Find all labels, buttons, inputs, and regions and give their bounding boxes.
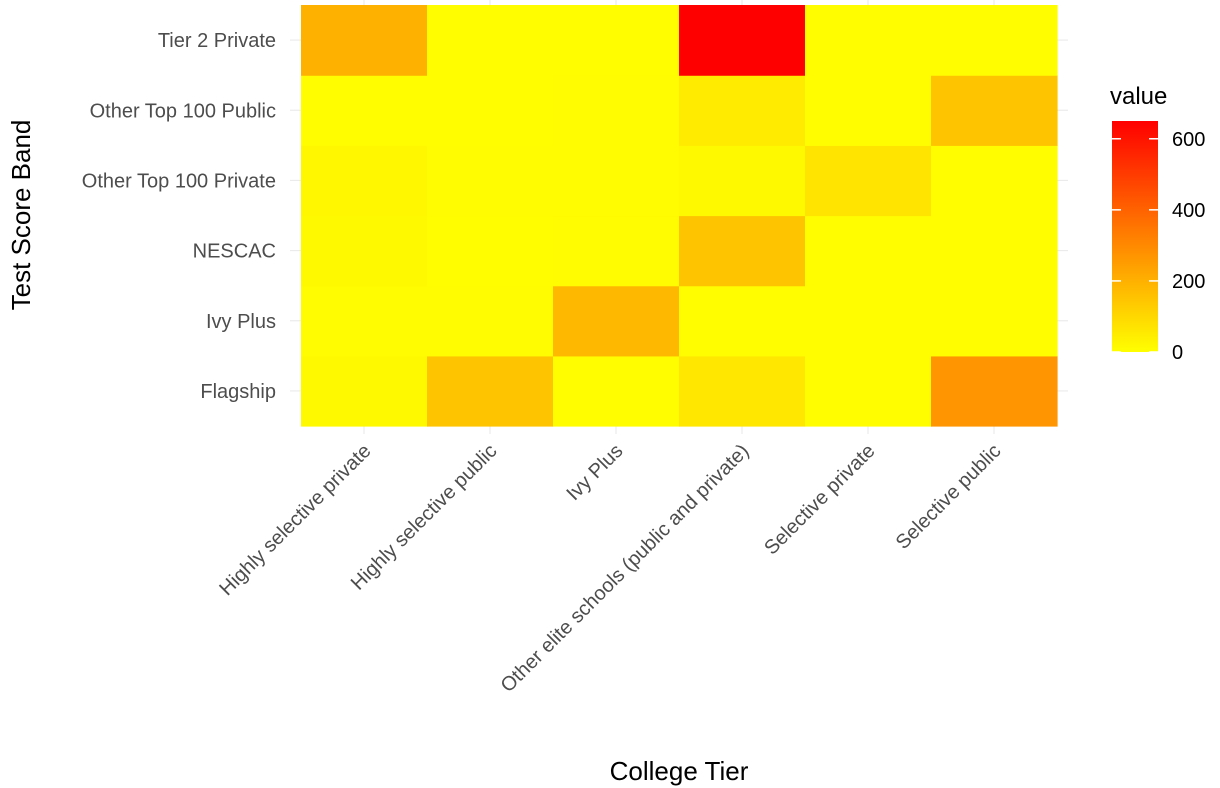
heatmap-cell	[553, 145, 680, 217]
heatmap-cell	[301, 5, 428, 76]
heatmap-cell	[805, 285, 932, 357]
heatmap-cell	[553, 285, 680, 357]
heatmap-cell	[301, 75, 428, 146]
heatmap-cells	[301, 5, 1058, 427]
heatmap-cell	[553, 355, 680, 427]
y-tick-label: Flagship	[200, 381, 276, 403]
heatmap-cell	[931, 355, 1058, 427]
heatmap-cell	[931, 145, 1058, 217]
heatmap-cell	[679, 5, 806, 76]
legend-title: value	[1110, 83, 1167, 110]
heatmap-cell	[679, 75, 806, 146]
legend-colorbar	[1112, 121, 1158, 352]
heatmap-cell	[427, 145, 554, 217]
heatmap-cell	[553, 5, 680, 76]
heatmap-cell	[679, 355, 806, 427]
heatmap-cell	[553, 215, 680, 287]
y-tick-label: Tier 2 Private	[158, 30, 276, 52]
y-tick-label: Other Top 100 Public	[90, 100, 276, 122]
y-tick-labels: Flagship Ivy Plus NESCAC Other Top 100 Priv…	[82, 30, 276, 403]
heatmap-cell	[301, 215, 428, 287]
heatmap-cell	[931, 285, 1058, 357]
x-tick-label: Ivy Plus	[562, 440, 627, 505]
y-axis-title: Test Score Band	[6, 120, 36, 311]
legend-tick-label: 0	[1172, 342, 1183, 364]
heatmap-cell	[427, 5, 554, 76]
legend-tick-label: 400	[1172, 200, 1205, 222]
heatmap-cell	[679, 285, 806, 357]
y-tick-label: Ivy Plus	[206, 311, 276, 333]
heatmap-cell	[805, 215, 932, 287]
heatmap-cell	[805, 145, 932, 217]
heatmap-cell	[931, 75, 1058, 146]
heatmap-cell	[427, 355, 554, 427]
x-tick-label: Selective public	[892, 440, 1006, 554]
x-tick-label: Other elite schools (public and private)	[497, 440, 754, 697]
heatmap-cell	[427, 285, 554, 357]
heatmap-cell	[805, 75, 932, 146]
heatmap-cell	[301, 355, 428, 427]
heatmap-cell	[427, 215, 554, 287]
y-tick-label: NESCAC	[193, 241, 276, 263]
heatmap-cell	[805, 355, 932, 427]
x-tick-label: Selective private	[760, 440, 879, 559]
heatmap-cell	[931, 5, 1058, 76]
legend: value 0 200 400 600	[1110, 83, 1205, 364]
heatmap-cell	[679, 145, 806, 217]
heatmap-cell	[679, 215, 806, 287]
legend-tick-label: 600	[1172, 129, 1205, 151]
legend-tick-label: 200	[1172, 271, 1205, 293]
x-tick-label: Highly selective public	[347, 440, 502, 595]
legend-ticks: 0 200 400 600	[1112, 129, 1205, 364]
heatmap-cell	[553, 75, 680, 146]
heatmap-cell	[805, 5, 932, 76]
heatmap-cell	[931, 215, 1058, 287]
heatmap-cell	[427, 75, 554, 146]
heatmap-cell	[301, 145, 428, 217]
y-tick-label: Other Top 100 Private	[82, 170, 276, 192]
x-axis-title: College Tier	[610, 756, 749, 786]
heatmap-cell	[301, 285, 428, 357]
